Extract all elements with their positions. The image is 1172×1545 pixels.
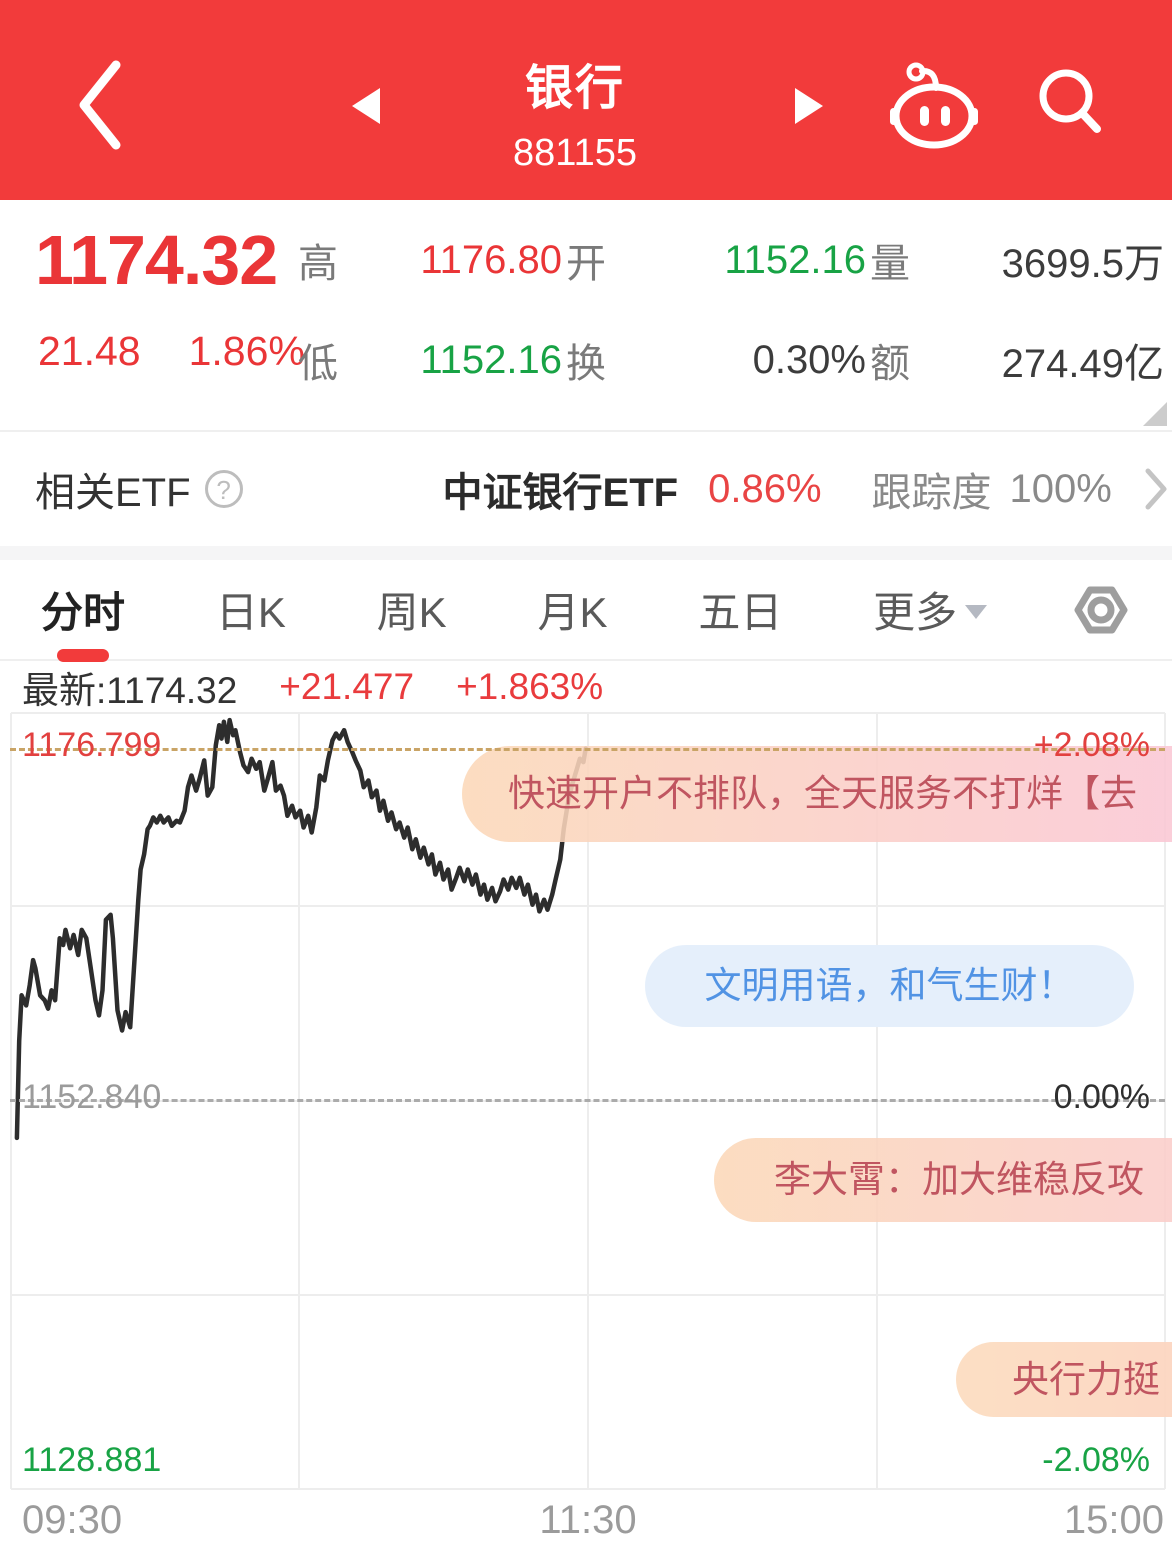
price-line (14, 717, 588, 1141)
price-change: 21.48 (38, 328, 141, 374)
chevron-right-icon (1144, 467, 1168, 516)
prev-stock-icon[interactable] (352, 88, 380, 129)
danmaku-news-bubble[interactable]: 李大霄：加大维稳反攻 (714, 1138, 1172, 1222)
stat-open: 开 1152.16 (566, 237, 866, 287)
expand-corner-icon[interactable] (1143, 402, 1167, 426)
assistant-robot-icon[interactable] (880, 60, 984, 157)
danmaku-news-bubble-2[interactable]: 央行力挺 (956, 1342, 1172, 1417)
app-header: 银行 881155 (0, 0, 1172, 200)
latest-label-price: 最新:1174.32 (22, 669, 238, 711)
time-label-0930: 09:30 (22, 1498, 123, 1542)
latest-row: 最新:1174.32 +21.477 +1.863% (0, 661, 1172, 712)
chart-tabs: 分时 日K 周K 月K 五日 更多 (0, 560, 1172, 661)
stat-amount: 额 274.49亿 (870, 342, 1164, 386)
tracking-label: 跟踪度 (871, 471, 992, 515)
danmaku-ad-bubble[interactable]: 快速开户不排队，全天服务不打烊【去 (462, 746, 1172, 842)
tab-more[interactable]: 更多 (867, 569, 993, 650)
minute-chart-area[interactable]: 快速开户不排队，全天服务不打烊【去 文明用语，和气生财！ 李大霄：加大维稳反攻 … (0, 712, 1172, 1490)
related-etf-label: 相关ETF (35, 471, 191, 515)
danmaku-comment-bubble[interactable]: 文明用语，和气生财！ (645, 945, 1134, 1027)
stat-low: 低 1152.16 (298, 337, 562, 387)
stock-code: 881155 (513, 132, 637, 174)
tab-monthly-k[interactable]: 月K (537, 589, 608, 636)
etf-name: 中证银行ETF (442, 471, 679, 515)
latest-change: +21.477 (279, 665, 415, 707)
current-price: 1174.32 (35, 221, 278, 299)
price-change-pct: 1.86% (188, 328, 305, 374)
chart-settings-icon[interactable] (1072, 581, 1130, 639)
time-label-1130: 11:30 (539, 1498, 637, 1542)
tab-minute[interactable]: 分时 (35, 569, 131, 650)
quote-stats-grid: 高 1176.80 开 1152.16 量 3699.5万 低 1152.16 … (298, 210, 1168, 420)
time-axis: 09:30 11:30 15:00 (0, 1490, 1172, 1545)
section-divider-band (0, 546, 1172, 560)
tab-five-day[interactable]: 五日 (698, 589, 783, 636)
tab-weekly-k[interactable]: 周K (376, 589, 447, 636)
stat-turnover-rate: 换 0.30% (566, 337, 866, 387)
related-etf-row[interactable]: 相关ETF ? 中证银行ETF 0.86% 跟踪度 100% (0, 430, 1172, 546)
tracking-value: 100% (1009, 466, 1112, 511)
caret-down-icon (965, 605, 988, 619)
stat-volume: 量 3699.5万 (870, 242, 1164, 286)
time-label-1500: 15:00 (1063, 1498, 1164, 1542)
help-icon[interactable]: ? (204, 470, 243, 508)
stat-high: 高 1176.80 (298, 237, 562, 287)
tab-daily-k[interactable]: 日K (215, 589, 286, 636)
back-icon[interactable] (72, 55, 128, 160)
page-title: 银行 (524, 62, 625, 115)
header-title-block: 银行 881155 (440, 48, 710, 175)
latest-change-pct: +1.863% (456, 665, 604, 707)
next-stock-icon[interactable] (795, 88, 823, 129)
search-icon[interactable] (1035, 68, 1107, 145)
price-change-row: 21.48 1.86% (38, 328, 353, 375)
quote-panel: 1174.32 21.48 1.86% 高 1176.80 开 1152.16 量… (0, 200, 1172, 430)
etf-change-pct: 0.86% (708, 466, 822, 511)
